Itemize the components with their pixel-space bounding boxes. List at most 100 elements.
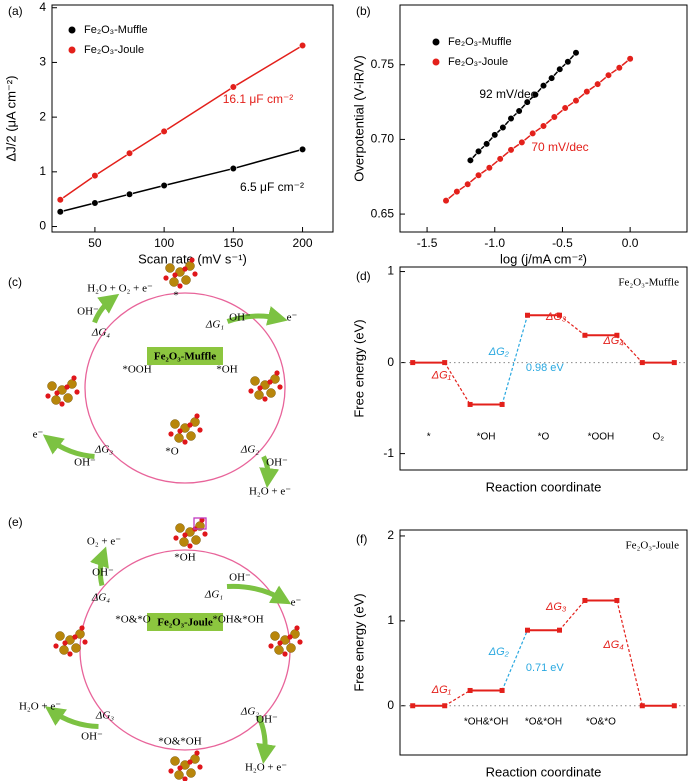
atom-metal [170, 756, 180, 766]
atom-metal [169, 277, 179, 287]
data-point [229, 83, 237, 91]
level-marker [525, 312, 530, 318]
series-line [445, 58, 631, 202]
step-energy-label: 0.98 eV [526, 362, 565, 374]
level-marker [410, 360, 416, 366]
panel-label: (b) [356, 4, 371, 18]
panel-label: (a) [8, 4, 23, 18]
data-point [125, 190, 134, 198]
x-axis-label: log (j/mA cm⁻²) [500, 251, 587, 266]
plot-frame [399, 4, 688, 233]
y-tick-label: 2 [39, 109, 46, 123]
y-tick-label: 0 [39, 219, 46, 233]
atom-oxygen [182, 439, 188, 445]
atom-metal [260, 380, 270, 390]
level-marker [467, 687, 473, 693]
atom-metal [71, 643, 81, 653]
step-label: ΔG₁ [205, 319, 224, 331]
step-arrow [256, 714, 276, 765]
level-marker [639, 360, 645, 366]
state-label: *OH&*OH [212, 614, 263, 626]
product-label: O₂ + e⁻ [87, 536, 121, 548]
y-tick-label: 3 [39, 55, 46, 69]
data-point [160, 181, 168, 190]
step-arrow [42, 434, 95, 459]
step-arrow [92, 293, 120, 324]
y-tick-label: -1 [383, 446, 394, 460]
atom-oxygen [287, 634, 293, 640]
data-point [604, 71, 613, 79]
step-arrow [259, 455, 280, 489]
connector [616, 600, 643, 706]
atom-oxygen [72, 634, 78, 640]
reagent-label: OH⁻ [256, 714, 278, 726]
plot-frame [399, 266, 688, 471]
x-tick-label: -1.0 [484, 236, 505, 250]
atom-oxygen [53, 643, 59, 649]
data-point [515, 107, 523, 115]
product-label: e⁻ [33, 429, 44, 441]
level-marker [442, 360, 448, 366]
legend-label: Fe₂O₃-Joule [448, 56, 508, 68]
atom-oxygen [197, 427, 203, 433]
atom-oxygen [71, 375, 77, 381]
y-axis-label: ΔJ/2 (μA cm⁻²) [3, 76, 18, 162]
data-point [496, 155, 504, 163]
series-line [60, 148, 303, 213]
data-point [507, 146, 515, 154]
atom-oxygen [189, 257, 195, 263]
x-tick-label: *OH&*OH [464, 717, 508, 728]
atom-metal [170, 419, 180, 429]
data-point [564, 58, 572, 66]
step-label: ΔG₁ [204, 589, 223, 601]
reagent-label: OH⁻ [77, 306, 99, 318]
data-point [466, 156, 474, 164]
level-marker [557, 627, 562, 633]
step-arrow [90, 546, 109, 587]
y-tick-label: 0.70 [371, 132, 395, 146]
atom-oxygen [199, 517, 205, 523]
step-label: ΔG₃ [545, 601, 567, 613]
atom-oxygen [187, 759, 193, 765]
atom-oxygen [182, 532, 188, 538]
level-marker [499, 687, 505, 693]
data-point [474, 171, 483, 179]
reagent-label: OH⁻ [229, 312, 251, 324]
x-tick-label: 200 [293, 236, 313, 250]
step-energy-label: 0.71 eV [526, 662, 565, 674]
panel-label: (f) [356, 532, 367, 546]
level-marker [525, 627, 530, 633]
step-label: ΔG₂ [240, 444, 259, 456]
y-tick-label: 0.65 [371, 206, 395, 220]
reagent-label: OH⁻ [266, 457, 288, 469]
atom-metal [191, 535, 201, 545]
step-label: ΔG₁ [431, 369, 452, 381]
step-label: ΔG₂ [240, 706, 259, 718]
legend-label: Fe₂O₃-Joule [84, 44, 144, 56]
state-label: *OH [216, 364, 237, 376]
data-point [91, 172, 99, 180]
atom-metal [266, 388, 276, 398]
center-label: Fe₂O₃-Muffle [154, 351, 216, 363]
atom-oxygen [187, 422, 193, 428]
atom-oxygen [168, 768, 174, 774]
inset-label: Fe₂O₃-Muffle [618, 277, 679, 289]
atom-oxygen [297, 639, 303, 645]
step-label: ΔG₁ [431, 684, 452, 696]
x-tick-label: -1.5 [417, 236, 438, 250]
atom-oxygen [177, 765, 183, 771]
product-label: H₂O + e⁻ [19, 701, 61, 713]
product-label: H₂O + O₂ + e⁻ [87, 283, 153, 295]
atom-metal [57, 385, 67, 395]
product-label: e⁻ [287, 312, 298, 324]
atom-metal [165, 263, 175, 273]
data-point [548, 74, 556, 82]
x-tick-label: *O&*O [586, 717, 616, 728]
data-point [499, 123, 507, 132]
reagent-label: OH⁻ [229, 572, 251, 584]
atom-metal [174, 770, 184, 780]
level-marker [639, 703, 645, 709]
center-label: Fe₂O₃-Joule [157, 617, 213, 629]
data-point [539, 82, 548, 90]
step-arrow [226, 583, 292, 605]
